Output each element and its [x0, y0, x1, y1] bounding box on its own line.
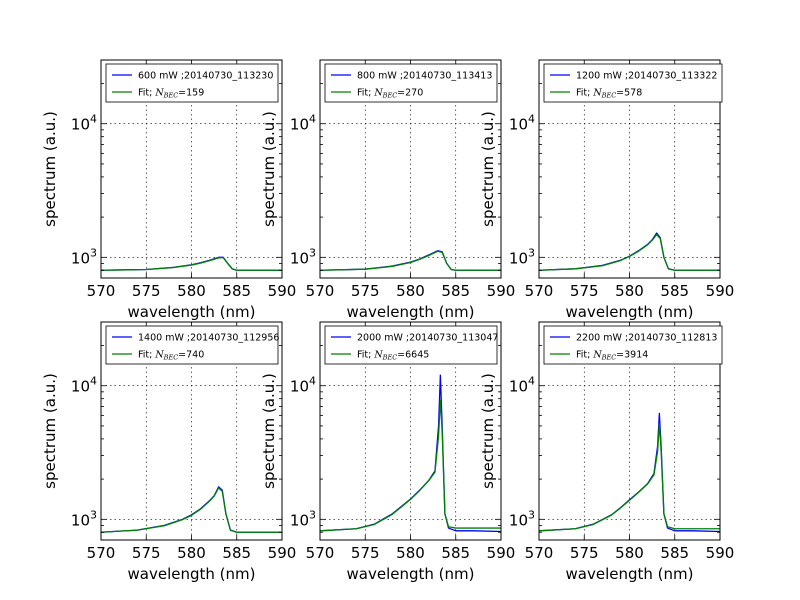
subplot-2: 570 575 580 585 590 103 104 wavelength (nm) spec… — [260, 59, 516, 321]
x-tick-label: 585 — [660, 544, 689, 562]
x-tick-label: 590 — [268, 282, 297, 300]
legend-label: 800 mW ;20140730_113413 — [357, 71, 492, 82]
x-axis-label: wavelength (nm) — [566, 303, 694, 321]
x-tick-label: 575 — [132, 282, 161, 300]
x-tick-label: 580 — [396, 544, 425, 562]
legend-box — [543, 325, 723, 365]
subplot-5: 570 575 580 585 590 103 104 wavelength (nm) spec… — [260, 321, 516, 583]
y-tick-label: 103 — [71, 246, 97, 267]
fit-series-line — [319, 399, 501, 532]
fit-series-line — [538, 233, 720, 271]
x-tick-label: 585 — [660, 282, 689, 300]
legend-label: 1400 mW ;20140730_112956 — [138, 333, 279, 344]
legend-box — [324, 63, 498, 103]
subplot-6: 570 575 580 585 590 103 104 wavelength (nm) spec… — [479, 321, 735, 583]
x-tick-label: 590 — [706, 544, 735, 562]
x-tick-label: 575 — [132, 544, 161, 562]
legend-label: 600 mW ;20140730_113230 — [138, 71, 273, 82]
x-axis-label: wavelength (nm) — [128, 303, 256, 321]
y-tick-label: 103 — [509, 246, 535, 267]
y-axis-label: spectrum (a.u.) — [41, 111, 59, 227]
y-tick-label: 103 — [290, 246, 316, 267]
x-tick-label: 580 — [177, 544, 206, 562]
subplot-3: 570 575 580 585 590 103 104 wavelength (nm) spec… — [479, 59, 735, 321]
legend-label: Fit; NBEC=740 — [138, 350, 204, 362]
legend-label: Fit; NBEC=159 — [138, 88, 204, 100]
legend-label: Fit; NBEC=3914 — [576, 350, 648, 362]
y-axis-label: spectrum (a.u.) — [260, 111, 278, 227]
y-tick-label: 104 — [290, 113, 316, 134]
x-axis-label: wavelength (nm) — [566, 565, 694, 583]
x-tick-label: 580 — [396, 282, 425, 300]
x-tick-label: 580 — [615, 282, 644, 300]
y-tick-label: 104 — [71, 375, 97, 396]
x-tick-label: 570 — [306, 544, 335, 562]
x-tick-label: 585 — [441, 282, 470, 300]
y-axis-label: spectrum (a.u.) — [479, 373, 497, 489]
legend-label: 2200 mW ;20140730_112813 — [576, 333, 717, 344]
y-tick-label: 104 — [290, 375, 316, 396]
fit-series-line — [319, 250, 501, 271]
y-tick-label: 104 — [509, 375, 535, 396]
legend-label: Fit; NBEC=270 — [357, 88, 423, 100]
x-axis-label: wavelength (nm) — [347, 303, 475, 321]
subplot-4: 570 575 580 585 590 103 104 wavelength (nm) spec… — [41, 321, 297, 583]
x-tick-label: 590 — [706, 282, 735, 300]
legend-box — [324, 325, 498, 365]
legend-box — [543, 63, 723, 103]
x-tick-label: 575 — [570, 282, 599, 300]
fit-series-line — [100, 256, 282, 271]
fit-series-line — [100, 487, 282, 533]
legend-label: Fit; NBEC=6645 — [357, 350, 429, 362]
y-tick-label: 103 — [71, 508, 97, 529]
subplot-1: 570 575 580 585 590 103 104 wavelength (nm) spec… — [41, 59, 297, 321]
legend-box — [105, 63, 279, 103]
y-tick-label: 103 — [509, 508, 535, 529]
x-tick-label: 580 — [177, 282, 206, 300]
x-axis-label: wavelength (nm) — [128, 565, 256, 583]
x-tick-label: 590 — [268, 544, 297, 562]
x-tick-label: 575 — [351, 544, 380, 562]
x-tick-label: 590 — [487, 282, 516, 300]
x-tick-label: 575 — [570, 544, 599, 562]
data-series-line — [538, 232, 720, 271]
legend-label: Fit; NBEC=578 — [576, 88, 642, 100]
x-tick-label: 570 — [87, 282, 116, 300]
x-tick-label: 580 — [615, 544, 644, 562]
x-axis-label: wavelength (nm) — [347, 565, 475, 583]
y-axis-label: spectrum (a.u.) — [260, 373, 278, 489]
y-tick-label: 104 — [71, 113, 97, 134]
legend-label: 1200 mW ;20140730_113322 — [576, 71, 717, 82]
y-tick-label: 103 — [290, 508, 316, 529]
legend-box — [105, 325, 279, 365]
x-tick-label: 570 — [87, 544, 116, 562]
x-tick-label: 570 — [306, 282, 335, 300]
x-tick-label: 585 — [222, 282, 251, 300]
x-tick-label: 570 — [525, 544, 554, 562]
legend-label: 2000 mW ;20140730_113047 — [357, 333, 498, 344]
y-tick-label: 104 — [509, 113, 535, 134]
x-tick-label: 585 — [222, 544, 251, 562]
y-axis-label: spectrum (a.u.) — [479, 111, 497, 227]
x-tick-label: 585 — [441, 544, 470, 562]
x-tick-label: 590 — [487, 544, 516, 562]
x-tick-label: 570 — [525, 282, 554, 300]
y-axis-label: spectrum (a.u.) — [41, 373, 59, 489]
x-tick-label: 575 — [351, 282, 380, 300]
fit-series-line — [538, 423, 720, 532]
